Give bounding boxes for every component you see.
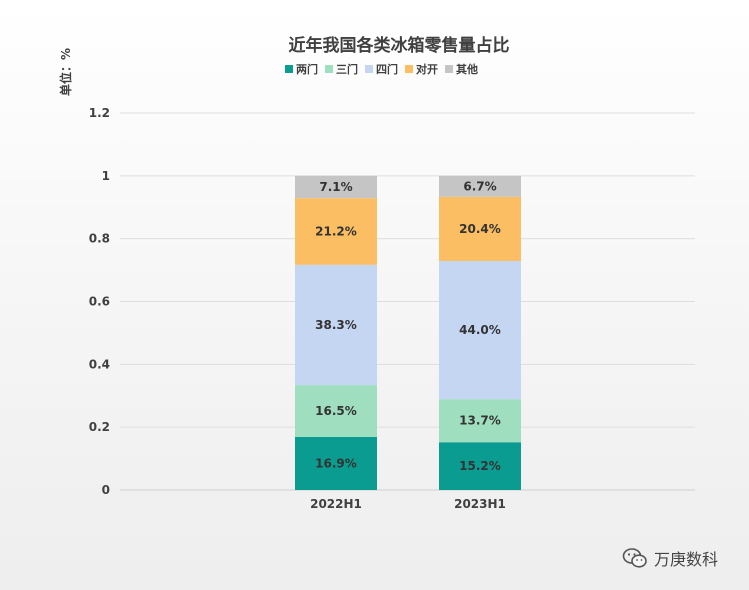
legend-swatch <box>365 65 373 73</box>
y-tick-label: 1.2 <box>89 106 110 120</box>
y-tick-label: 0.2 <box>89 420 110 434</box>
x-tick-label: 2022H1 <box>310 497 362 511</box>
data-label: 44.0% <box>459 323 501 337</box>
watermark: 万庚数科 <box>622 546 718 570</box>
legend-label: 其他 <box>456 62 478 76</box>
data-label: 16.9% <box>315 456 357 470</box>
bar-segment <box>295 436 377 490</box>
bar-segment <box>439 399 521 443</box>
legend-label: 四门 <box>376 62 398 76</box>
bar-segment <box>295 264 377 386</box>
data-label: 7.1% <box>319 180 352 194</box>
data-label: 20.4% <box>459 222 501 236</box>
data-label: 21.2% <box>315 224 357 238</box>
legend-label: 两门 <box>296 62 318 76</box>
bar-segment <box>439 196 521 261</box>
legend-swatch <box>325 65 333 73</box>
y-axis-ticks: 0 0.2 0.4 0.6 0.8 1 1.2 <box>89 106 110 497</box>
legend-swatch <box>285 65 293 73</box>
legend-swatch <box>445 65 453 73</box>
y-axis-label: 单位：% <box>58 48 73 96</box>
y-tick-label: 0.6 <box>89 295 110 309</box>
y-tick-label: 0 <box>102 483 110 497</box>
legend-label: 对开 <box>416 62 438 76</box>
y-tick-label: 0.4 <box>89 357 110 371</box>
wechat-icon <box>622 548 647 568</box>
bar-segment <box>295 175 377 199</box>
bar-segment <box>439 442 521 490</box>
bar-segment <box>439 175 521 197</box>
bar-segment <box>439 260 521 400</box>
data-label: 38.3% <box>315 318 357 332</box>
bar-segment <box>295 198 377 265</box>
y-tick-label: 0.8 <box>89 232 110 246</box>
chart-title: 近年我国各类冰箱零售量占比 <box>289 35 510 56</box>
x-tick-label: 2023H1 <box>454 497 506 511</box>
legend-swatch <box>405 65 413 73</box>
y-tick-label: 1 <box>102 169 110 183</box>
data-label: 16.5% <box>315 404 357 418</box>
data-label: 13.7% <box>459 414 501 428</box>
legend-label: 三门 <box>336 62 358 76</box>
bar-segment <box>295 385 377 437</box>
gridlines <box>120 112 695 491</box>
bars: 16.9% 16.5% 38.3% 21.2% 7.1% 15.2% 13.7% 44.0% 2… <box>295 175 521 490</box>
x-axis-ticks: 2022H1 2023H1 <box>310 497 506 511</box>
data-label: 6.7% <box>463 179 496 193</box>
legend: 两门 三门 四门 对开 其他 <box>285 62 478 76</box>
watermark-text: 万庚数科 <box>654 550 719 569</box>
data-label: 15.2% <box>459 459 501 473</box>
